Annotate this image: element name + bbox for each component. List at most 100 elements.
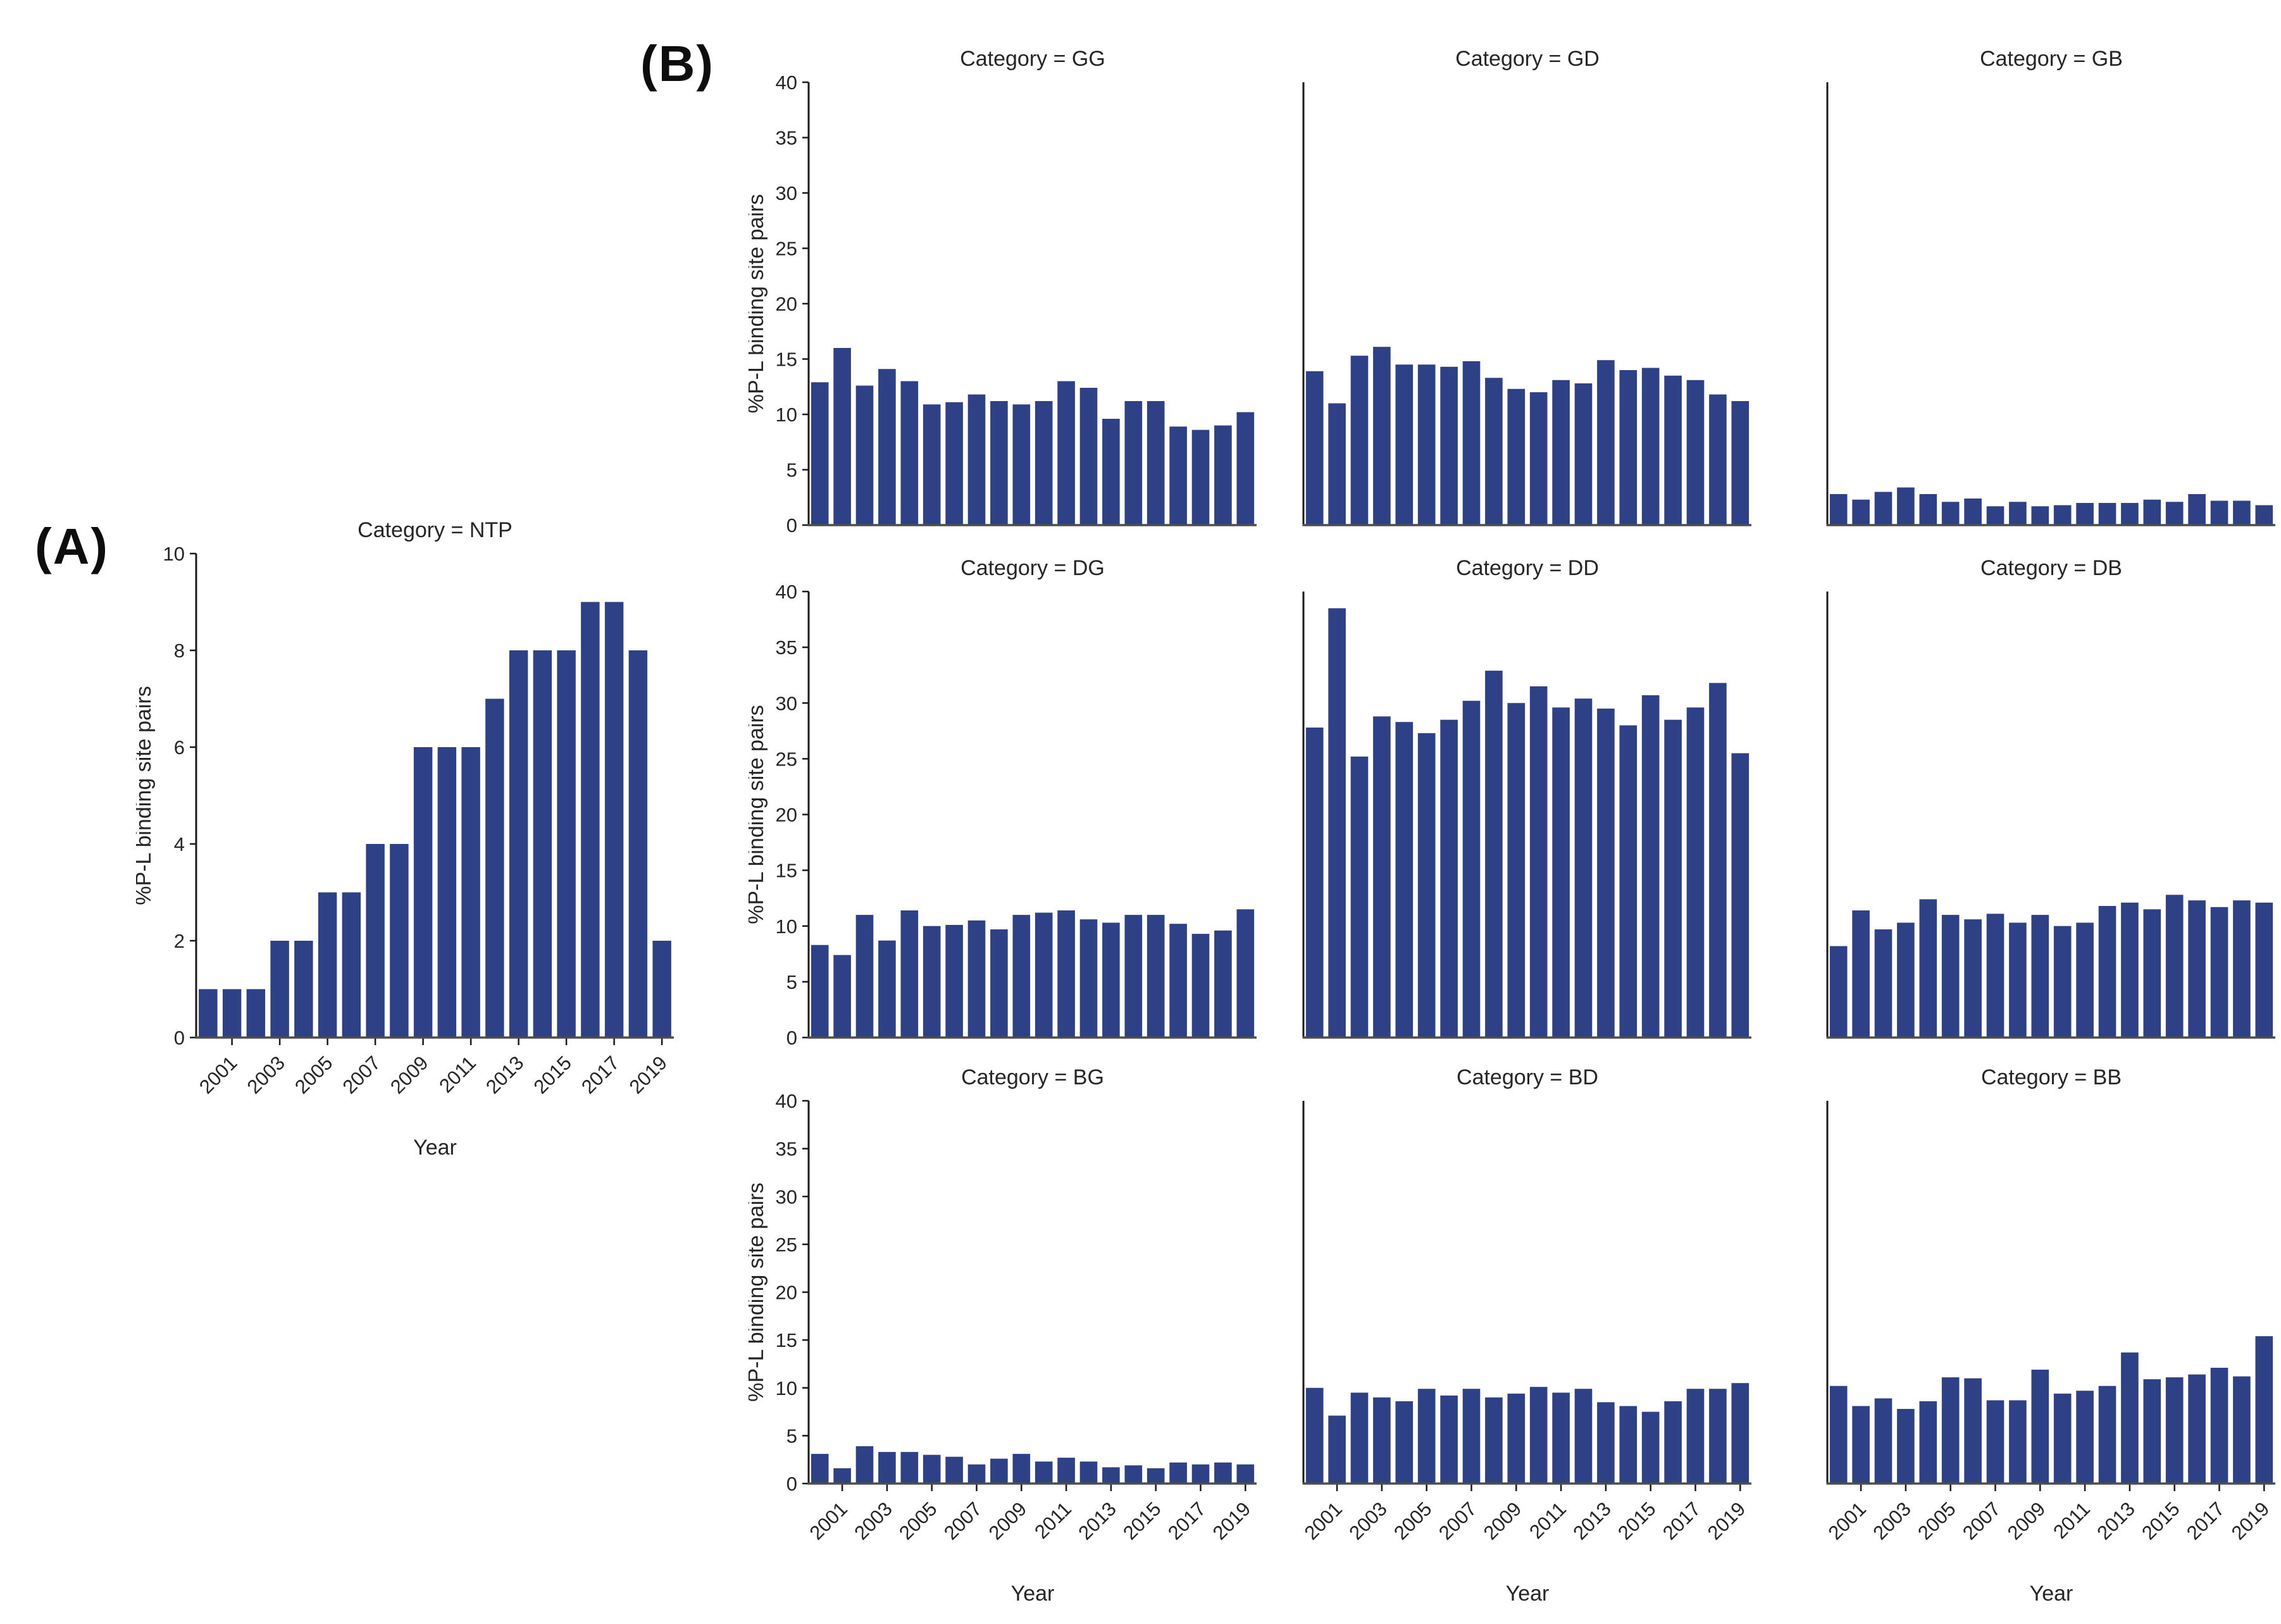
y-tick-label: 40 [776, 71, 797, 94]
bar-2013 [1597, 360, 1615, 525]
bar-2019 [1731, 753, 1750, 1038]
bar-2014 [2143, 1379, 2161, 1484]
bar-2002 [855, 385, 874, 525]
x-tick-label: 2005 [1389, 1497, 1436, 1544]
bar-2003 [1373, 716, 1391, 1038]
y-tick-label: 10 [776, 404, 797, 426]
y-tick-label: 30 [776, 182, 797, 204]
bar-2006 [945, 924, 963, 1038]
bar-2003 [270, 941, 289, 1038]
bar-2008 [1485, 671, 1503, 1038]
bar-2014 [1124, 1465, 1143, 1484]
bar-2009 [1012, 404, 1031, 525]
bar-2018 [2233, 1376, 2251, 1484]
y-axis-label: %P-L binding site pairs [136, 686, 156, 905]
bar-2010 [437, 747, 457, 1038]
bar-2012 [2098, 503, 2116, 525]
bar-2002 [1350, 1392, 1369, 1484]
x-axis-label: Year [413, 1136, 457, 1160]
x-tick-label: 2011 [2049, 1497, 2094, 1543]
x-tick-label: 2017 [1164, 1497, 1210, 1544]
bar-2005 [923, 404, 941, 525]
bar-2005 [1417, 364, 1436, 525]
y-tick-label: 10 [163, 543, 185, 565]
bar-2008 [1485, 1397, 1503, 1484]
bar-2001 [1328, 403, 1346, 525]
bar-2003 [878, 1452, 896, 1484]
bar-2011 [2076, 922, 2094, 1038]
bar-2017 [1686, 1389, 1705, 1484]
bar-2003 [878, 369, 896, 525]
plot-area: Category = DG 0 5 10 15 20 25 30 35 40 %P-L bindin… [744, 556, 1257, 1049]
bar-2016 [1169, 924, 1187, 1038]
x-tick-label: 2019 [625, 1051, 672, 1098]
y-tick-label: 5 [786, 971, 797, 993]
bar-2000 [1305, 1387, 1324, 1484]
y-tick-label: 15 [776, 1329, 797, 1351]
bar-2019 [2255, 505, 2273, 525]
bar-2013 [509, 650, 528, 1038]
bar-2011 [1552, 380, 1570, 525]
panel-title: Category = GB [1980, 47, 2123, 71]
bar-2004 [900, 1452, 919, 1484]
bar-2004 [900, 910, 919, 1038]
y-tick-label: 25 [776, 748, 797, 770]
chart-category-dg: Category = DG 0 5 10 15 20 25 30 35 40 %P-L bindin… [744, 552, 1271, 1049]
bar-2016 [581, 602, 600, 1038]
x-tick-label: 2017 [2182, 1497, 2229, 1544]
bar-2006 [1440, 719, 1458, 1038]
bar-2018 [2233, 900, 2251, 1038]
y-axis-label: %P-L binding site pairs [749, 1182, 768, 1401]
bar-2005 [1417, 1389, 1436, 1484]
y-tick-label: 30 [776, 1186, 797, 1208]
bar-2004 [1919, 899, 1937, 1038]
bar-2017 [604, 602, 624, 1038]
x-tick-label: 2001 [1300, 1497, 1347, 1544]
bar-2013 [1102, 419, 1120, 525]
bar-2000 [811, 382, 829, 525]
x-tick-label: 2009 [985, 1497, 1031, 1544]
bar-2014 [533, 650, 552, 1038]
chart-category-ntp: Category = NTP 0 2 4 6 8 10 %P-L binding site p… [132, 514, 688, 1174]
bar-2019 [1731, 401, 1750, 525]
bar-2013 [1102, 1467, 1120, 1484]
bar-2010 [1035, 1461, 1053, 1484]
bar-2005 [1417, 733, 1436, 1038]
bar-chart-gb: Category = GB [1826, 47, 2275, 526]
bar-2010 [2053, 1393, 2072, 1484]
plot-area: Category = DB [1826, 556, 2275, 1039]
bar-2005 [318, 892, 337, 1038]
bar-2001 [833, 955, 851, 1038]
bar-2009 [1012, 915, 1031, 1038]
y-tick-label: 4 [174, 833, 185, 855]
plot-area: Category = BD200120032005200720092011201… [1300, 1065, 1751, 1606]
bar-2002 [246, 989, 266, 1038]
bar-2008 [2009, 922, 2027, 1038]
bar-2000 [811, 945, 829, 1038]
chart-category-gb: Category = GB [1767, 43, 2281, 535]
bar-2007 [366, 844, 385, 1038]
bar-2006 [1964, 499, 1982, 525]
x-tick-label: 2011 [435, 1051, 480, 1097]
bar-2002 [1350, 756, 1369, 1038]
y-tick-label: 40 [776, 581, 797, 603]
bar-2014 [1619, 370, 1638, 525]
x-tick-label: 2015 [1119, 1497, 1165, 1544]
bar-2005 [923, 1454, 941, 1484]
bar-2008 [990, 1458, 1008, 1484]
bar-2002 [1350, 356, 1369, 525]
bar-2018 [628, 650, 648, 1038]
x-tick-label: 2003 [243, 1051, 290, 1098]
bar-2008 [2009, 502, 2027, 525]
x-tick-label: 2011 [1030, 1497, 1076, 1543]
bar-2019 [652, 941, 671, 1038]
bar-2003 [1897, 922, 1915, 1038]
y-tick-label: 6 [174, 736, 185, 759]
y-tick-label: 25 [776, 238, 797, 260]
bar-2017 [1191, 1464, 1210, 1484]
y-tick-label: 10 [776, 915, 797, 938]
y-tick-label: 20 [776, 804, 797, 826]
bar-2016 [2188, 494, 2206, 525]
bar-2004 [900, 381, 919, 525]
bar-2015 [1147, 1468, 1165, 1484]
